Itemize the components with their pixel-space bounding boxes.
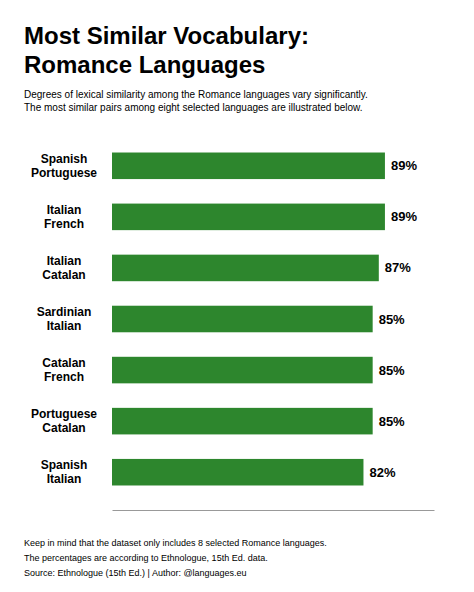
y-tick-label: SpanishItalian [41, 458, 88, 486]
text-line: Catalan [42, 356, 85, 370]
text-line: Degrees of lexical similarity among the … [24, 89, 368, 100]
y-tick-label: ItalianCatalan [42, 254, 85, 282]
y-axis: SpanishPortugueseItalianFrenchItalianCat… [31, 152, 112, 486]
text-line: Italian [47, 319, 82, 333]
y-tick: SardinianItalian [37, 305, 112, 333]
y-tick-label: SpanishPortuguese [31, 152, 97, 180]
text-line: Portuguese [31, 166, 97, 180]
y-tick: SpanishItalian [41, 458, 112, 486]
text-line: Italian [47, 203, 82, 217]
text-line: Catalan [42, 268, 85, 282]
data-label: 89% [391, 209, 417, 224]
bar [112, 204, 385, 231]
bars [112, 153, 385, 486]
y-tick: ItalianFrench [44, 203, 112, 231]
subtitle: Degrees of lexical similarity among the … [24, 89, 368, 113]
y-tick: ItalianCatalan [42, 254, 112, 282]
data-label: 89% [391, 158, 417, 173]
text-line: Italian [47, 254, 82, 268]
bar [112, 408, 373, 435]
y-tick-label: ItalianFrench [44, 203, 84, 231]
bar [112, 357, 373, 384]
text-line: Spanish [41, 152, 88, 166]
text-line: Catalan [42, 421, 85, 435]
annotation: Source: Ethnologue (15th Ed.) | Author: … [24, 568, 247, 578]
title: Most Similar Vocabulary:Romance Language… [24, 22, 309, 78]
text-line: French [44, 217, 84, 231]
y-tick-label: SardinianItalian [37, 305, 92, 333]
text-line: Romance Languages [24, 51, 265, 78]
y-tick-label: CatalanFrench [42, 356, 85, 384]
text-line: Sardinian [37, 305, 92, 319]
text-line: Italian [47, 472, 82, 486]
data-label: 85% [379, 312, 405, 327]
text-line: Spanish [41, 458, 88, 472]
bar [112, 153, 385, 180]
bar [112, 306, 373, 333]
text-line: Portuguese [31, 407, 97, 421]
data-label: 85% [379, 363, 405, 378]
data-label: 82% [369, 465, 395, 480]
bar [112, 459, 363, 486]
chart: Most Similar Vocabulary:Romance Language… [0, 0, 474, 592]
text-line: French [44, 370, 84, 384]
annotation: Keep in mind that the dataset only inclu… [24, 538, 327, 548]
y-tick: CatalanFrench [42, 356, 112, 384]
y-tick-label: PortugueseCatalan [31, 407, 97, 435]
plot: 89%89%87%85%85%85%82%SpanishPortugueseIt… [31, 152, 435, 511]
y-tick: PortugueseCatalan [31, 407, 112, 435]
x-axis [113, 510, 435, 511]
data-label: 87% [385, 260, 411, 275]
text-line: The most similar pairs among eight selec… [24, 102, 363, 113]
text-line: Most Similar Vocabulary: [24, 22, 309, 49]
data-labels: 89% 89% 87% 85% 85% 85% 82% [369, 158, 417, 479]
bar [112, 255, 379, 282]
data-label: 85% [379, 414, 405, 429]
annotation: The percentages are according to Ethnolo… [24, 553, 268, 563]
y-tick: SpanishPortuguese [31, 152, 112, 180]
x-axis-line [113, 510, 435, 511]
